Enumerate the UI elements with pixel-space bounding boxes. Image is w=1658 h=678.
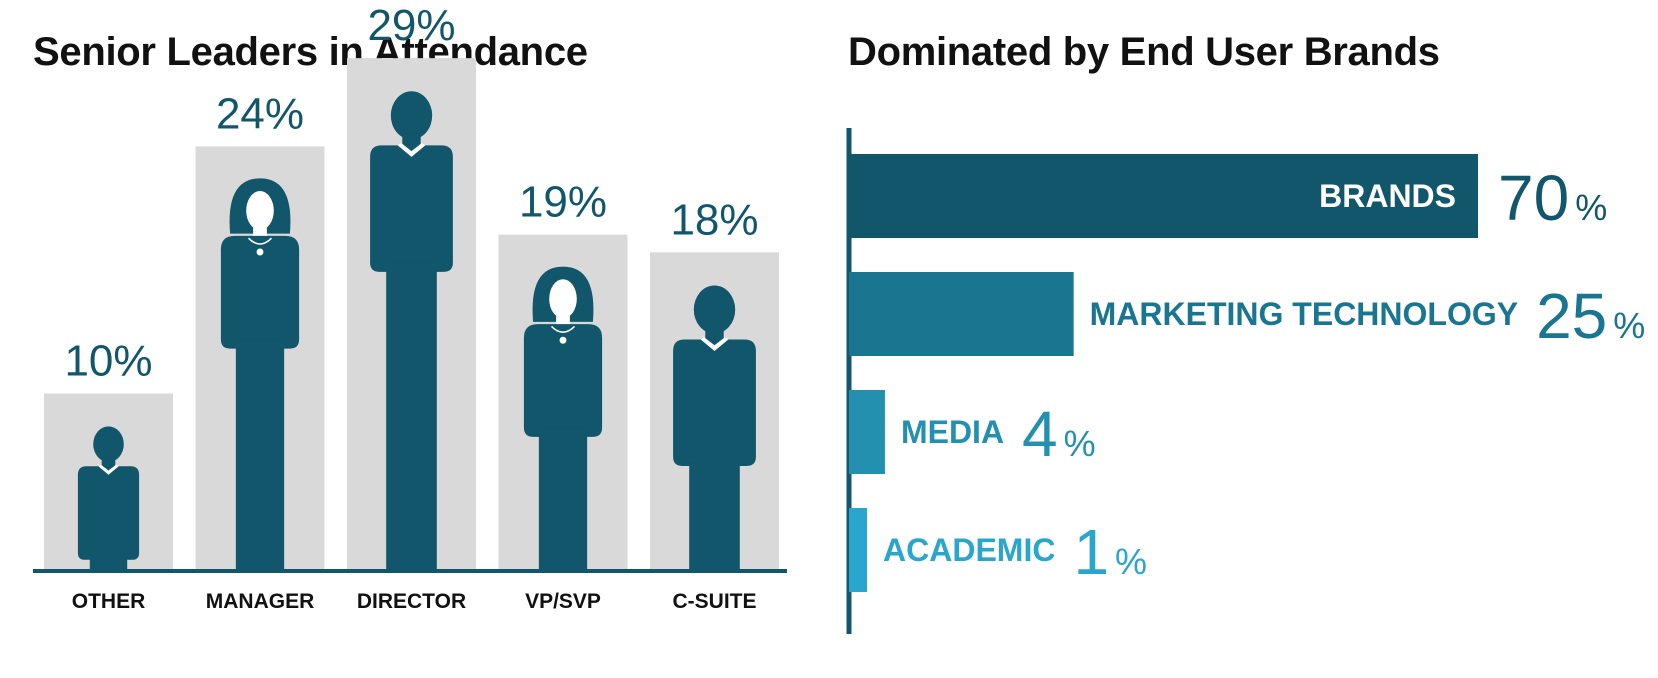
value-label: 18% — [670, 195, 758, 244]
bar-group-c-suite — [650, 252, 779, 571]
man-icon — [673, 285, 756, 570]
category-label: OTHER — [72, 590, 146, 613]
value-unit: % — [1575, 187, 1607, 228]
value-number: 70 — [1498, 162, 1569, 234]
value-unit: % — [1115, 541, 1147, 582]
bar — [849, 390, 885, 474]
right-chart-title: Dominated by End User Brands — [848, 30, 1440, 74]
category-label: MEDIA — [901, 414, 1004, 450]
bar — [849, 272, 1074, 356]
bar-group-director — [347, 58, 476, 571]
category-label: MANAGER — [206, 590, 315, 613]
man-icon — [77, 426, 140, 570]
value-label: 10% — [64, 337, 152, 386]
value-label: 29% — [367, 1, 455, 50]
woman-icon — [220, 178, 300, 570]
value-number: 4 — [1022, 398, 1058, 470]
value-number: 25 — [1536, 280, 1607, 352]
bar-group-other — [44, 393, 173, 570]
category-label: ACADEMIC — [883, 532, 1055, 568]
bar-group-vp-svp — [498, 234, 628, 570]
woman-icon — [523, 266, 603, 570]
value-unit: % — [1064, 423, 1096, 464]
hbar-group-brands: BRANDS 70% — [849, 154, 1607, 238]
left-chart-title: Senior Leaders in Attendance — [33, 30, 588, 74]
man-icon — [370, 91, 453, 570]
value-label: 19% — [519, 178, 607, 227]
bar — [849, 154, 1478, 238]
value-number: 1 — [1073, 516, 1109, 588]
hbar-group-academic: ACADEMIC 1% — [849, 508, 1147, 592]
category-label: BRANDS — [1319, 178, 1456, 214]
bar — [849, 508, 867, 592]
category-label: VP/SVP — [525, 590, 601, 613]
category-label: C-SUITE — [673, 590, 757, 613]
hbar-group-media: MEDIA 4% — [849, 390, 1096, 474]
category-label: DIRECTOR — [357, 590, 466, 613]
value-label: 24% — [216, 89, 304, 138]
hbar-group-marketing-technology: MARKETING TECHNOLOGY 25% — [849, 272, 1645, 356]
category-label: MARKETING TECHNOLOGY — [1090, 296, 1518, 332]
bar-group-manager — [195, 146, 325, 570]
value-unit: % — [1613, 305, 1645, 346]
